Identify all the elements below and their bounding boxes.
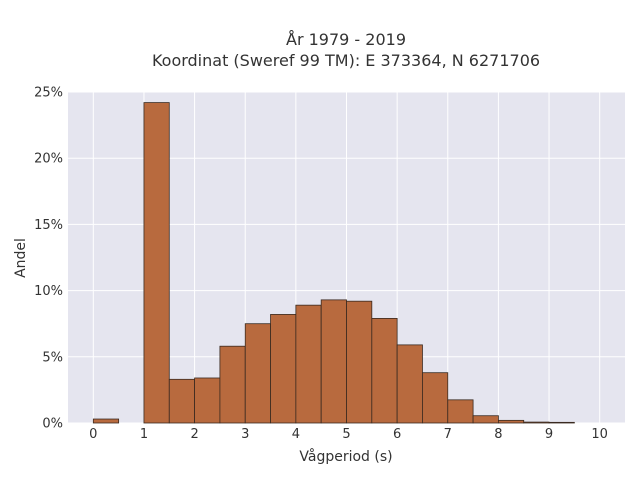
- histogram-bar: [168, 378, 195, 424]
- x-tick-label: 3: [241, 427, 249, 442]
- chart-title-line1: År 1979 - 2019: [286, 30, 406, 49]
- y-ticks: 0% 5% 10% 15% 20% 25%: [34, 86, 63, 432]
- chart-title-line2: Koordinat (Sweref 99 TM): E 373364, N 62…: [152, 51, 540, 70]
- y-tick-label: 5%: [42, 350, 63, 365]
- x-tick-label: 6: [393, 427, 401, 442]
- y-tick-label: 10%: [34, 284, 63, 299]
- bars-layer: [92, 102, 575, 424]
- histogram-bar: [270, 314, 297, 424]
- y-tick-label: 15%: [34, 218, 63, 233]
- histogram-bar: [92, 418, 120, 424]
- histogram-bar: [219, 345, 246, 424]
- histogram-bar: [346, 300, 373, 424]
- histogram-bar: [523, 421, 550, 424]
- x-tick-label: 0: [89, 427, 97, 442]
- x-tick-label: 2: [190, 427, 198, 442]
- x-tick-label: 1: [140, 427, 148, 442]
- histogram-bar: [396, 344, 423, 424]
- x-tick-label: 9: [545, 427, 553, 442]
- histogram-bar: [295, 304, 322, 424]
- histogram-bar: [498, 419, 525, 424]
- histogram-bar: [472, 415, 499, 424]
- histogram-bar: [371, 318, 398, 424]
- x-tick-label: 7: [444, 427, 452, 442]
- x-axis-title: Vågperiod (s): [299, 448, 392, 465]
- x-tick-label: 4: [292, 427, 300, 442]
- histogram-bar: [143, 102, 170, 424]
- histogram-bar: [422, 372, 449, 424]
- histogram-bar: [194, 377, 221, 424]
- x-tick-label: 8: [494, 427, 502, 442]
- y-tick-label: 25%: [34, 86, 63, 101]
- histogram-bar: [244, 323, 271, 424]
- histogram-bar: [548, 421, 575, 424]
- x-ticks: 0 1 2 3 4 5 6 7 8 9 10: [89, 427, 608, 442]
- x-tick-label: 10: [591, 427, 608, 442]
- y-tick-label: 20%: [34, 152, 63, 167]
- histogram-bar: [320, 299, 347, 424]
- x-tick-label: 5: [342, 427, 350, 442]
- y-tick-label: 0%: [42, 417, 63, 432]
- histogram-bar: [447, 399, 474, 424]
- y-axis-title: Andel: [13, 238, 29, 278]
